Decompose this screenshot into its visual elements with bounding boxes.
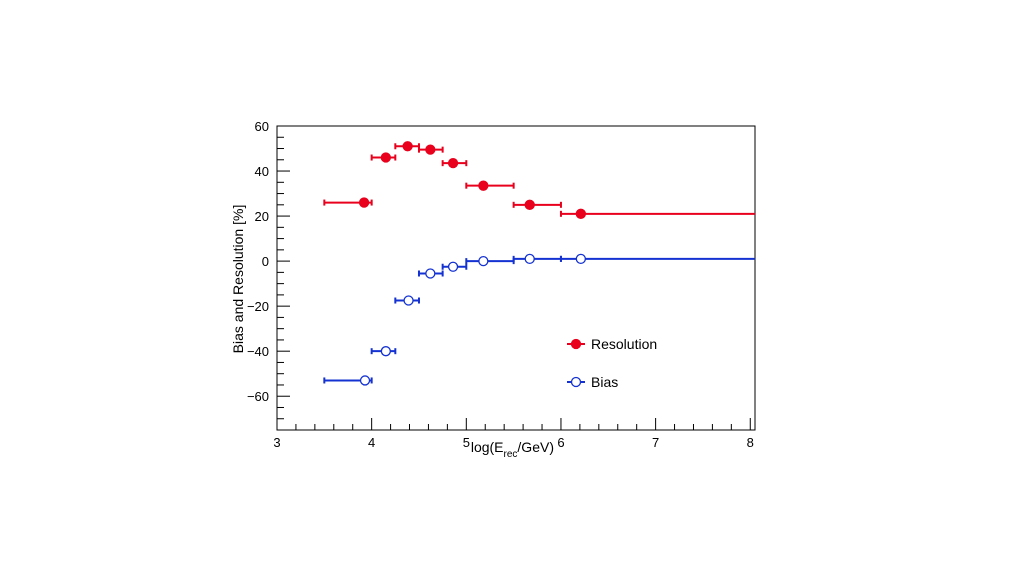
y-tick-label: −20 [247,299,269,314]
data-point [575,253,586,265]
x-tick-label: 7 [652,435,659,450]
x-tick-label: 8 [747,435,754,450]
legend-marker [570,338,582,350]
series-resolution [323,141,755,219]
x-axis-label-suffix: /GeV) [517,439,554,455]
x-tick-label: 5 [463,435,470,450]
y-tick-label: 40 [255,164,269,179]
data-point [478,255,489,267]
x-axis-label-sub: rec [504,449,518,460]
y-tick-label: 0 [262,254,269,269]
data-point [358,197,370,208]
plot-frame [276,125,756,431]
x-axis-label-prefix: log(E [471,439,504,455]
y-axis-label: Bias and Resolution [%] [230,205,246,354]
data-point [524,199,535,210]
legend-label: Resolution [591,336,657,352]
data-point [402,141,413,152]
x-axis-label: log(Erec/GeV) [471,439,554,460]
data-point [359,375,371,386]
x-tick-label: 6 [557,435,564,450]
x-tick-label: 4 [368,435,375,450]
x-tick-label: 3 [273,435,280,450]
series-bias [323,253,755,386]
y-tick-label: −60 [247,389,269,404]
y-tick-label: 20 [255,209,269,224]
legend-marker [570,376,582,388]
data-point [478,180,489,191]
data-point [425,144,436,155]
data-point [447,261,459,272]
data-point [425,268,436,279]
data-point [447,158,459,169]
y-tick-label: −40 [247,344,269,359]
data-point [524,253,535,265]
y-tick-label: 60 [255,119,269,134]
data-point [403,295,414,306]
data-point [380,346,392,357]
data-point [380,152,392,163]
legend-label: Bias [591,374,618,390]
data-point [575,208,586,219]
